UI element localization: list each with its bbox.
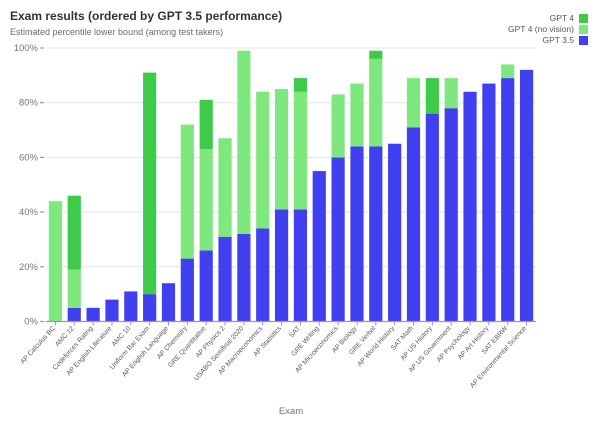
svg-text:AP Psychology: AP Psychology <box>436 325 472 364</box>
svg-text:60%: 60% <box>19 152 39 163</box>
svg-text:SAT: SAT <box>288 325 302 339</box>
svg-text:20%: 20% <box>19 262 39 273</box>
svg-text:AP Calculus BC: AP Calculus BC <box>19 325 57 366</box>
svg-text:40%: 40% <box>19 207 39 218</box>
svg-text:0%: 0% <box>24 317 38 328</box>
svg-text:Exam: Exam <box>279 406 303 417</box>
svg-text:100%: 100% <box>14 43 39 54</box>
svg-text:80%: 80% <box>19 98 39 109</box>
